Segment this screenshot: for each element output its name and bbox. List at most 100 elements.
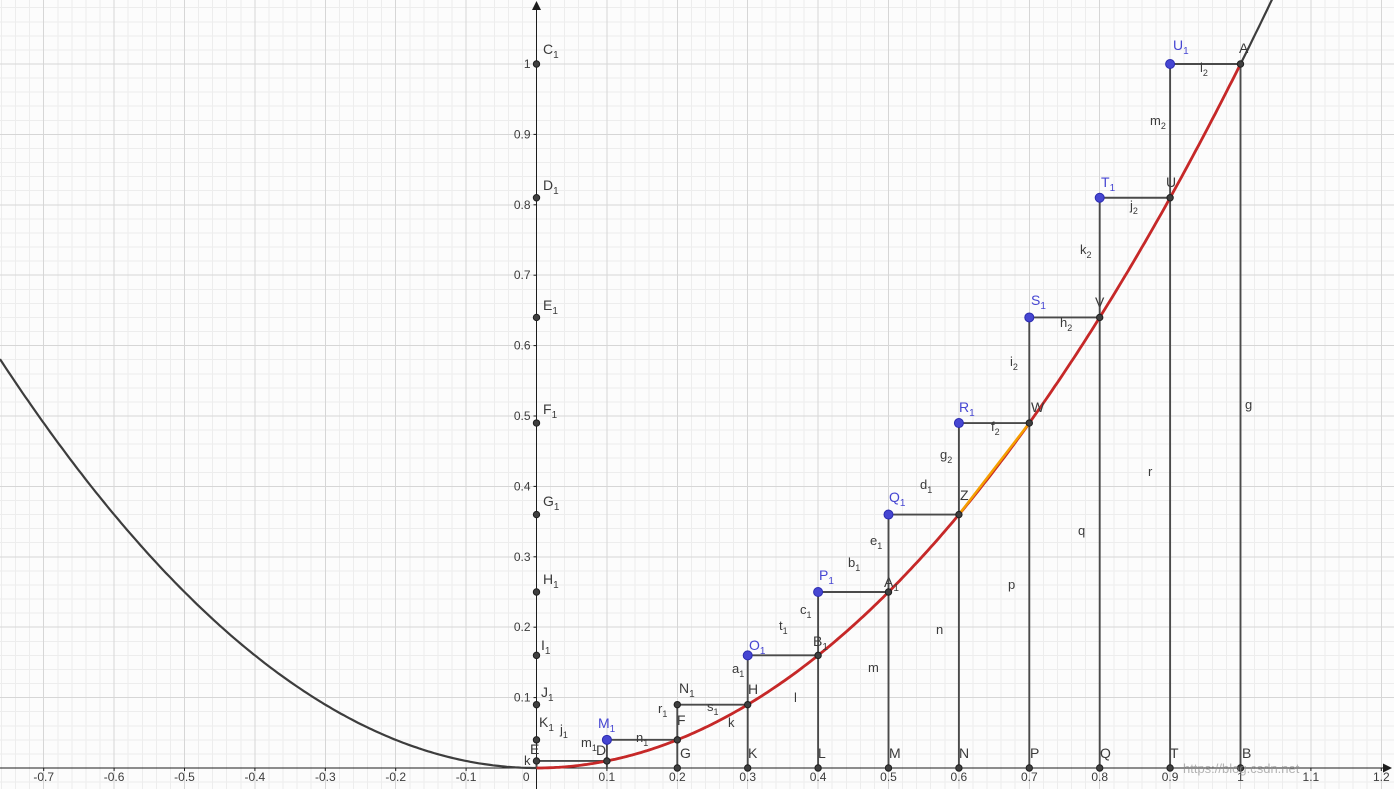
point-label-A1: A1 <box>884 574 899 594</box>
point-L[interactable] <box>814 764 822 772</box>
point-label-P1: P1 <box>819 567 834 587</box>
point-I1[interactable] <box>532 651 541 660</box>
point-B1[interactable] <box>814 651 822 660</box>
point-label-L: L <box>818 745 826 761</box>
point-D[interactable] <box>603 757 611 765</box>
point-N[interactable] <box>955 764 963 772</box>
point-Q1[interactable] <box>883 509 894 520</box>
point-C1[interactable] <box>532 60 541 68</box>
x-tick-label: 0.1 <box>599 770 616 784</box>
y-tick-label: 0.1 <box>514 691 531 705</box>
point-label-T: T <box>1170 745 1179 761</box>
point-F1[interactable] <box>532 419 541 427</box>
y-tick-label: 0.9 <box>514 127 531 141</box>
x-tick-label: -0.3 <box>315 770 336 784</box>
segment-label-n1: n1 <box>636 730 648 748</box>
point-M1[interactable] <box>601 734 612 745</box>
x-axis-arrow-icon <box>1383 763 1392 773</box>
point-J1[interactable] <box>532 700 541 709</box>
x-tick-label: 0.5 <box>880 770 897 784</box>
point-label-Q: Q <box>1100 745 1111 761</box>
point-label-M: M <box>889 745 901 761</box>
point-U[interactable] <box>1166 194 1174 202</box>
point-R1[interactable] <box>953 418 964 429</box>
point-E[interactable] <box>532 757 541 765</box>
point-Q[interactable] <box>1096 764 1104 772</box>
point-W[interactable] <box>1025 419 1034 427</box>
point-K1[interactable] <box>532 736 541 744</box>
point-T[interactable] <box>1166 764 1174 772</box>
segment-label-k: k <box>728 715 735 730</box>
point-label-H: H <box>748 681 758 697</box>
x-tick-label: 1.1 <box>1303 770 1320 784</box>
segment-label-g2: g2 <box>940 447 952 465</box>
segment-label-s1: s1 <box>707 699 719 717</box>
x-tick-label: -0.4 <box>245 770 266 784</box>
y-tick-label: 0.4 <box>514 479 531 493</box>
point-label-C1: C1 <box>543 41 559 61</box>
point-label-H1: H1 <box>543 571 559 591</box>
point-label-Q1: Q1 <box>889 489 906 509</box>
point-G1[interactable] <box>532 510 541 519</box>
curve-y-equals-x-squared[interactable] <box>0 0 1281 770</box>
y-tick-label: 0.8 <box>514 198 531 212</box>
y-tick-label: 0.6 <box>514 339 531 353</box>
point-D1[interactable] <box>532 194 541 202</box>
point-H1[interactable] <box>532 588 541 596</box>
y-axis-arrow-icon <box>532 1 541 10</box>
point-G[interactable] <box>673 764 681 772</box>
segment-label-p: p <box>1008 577 1015 592</box>
point-V[interactable] <box>1096 313 1104 322</box>
point-A[interactable] <box>1236 60 1245 68</box>
point-Z[interactable] <box>955 510 963 519</box>
point-label-A: A <box>1239 40 1249 56</box>
y-tick-label: 1 <box>524 57 531 71</box>
point-H[interactable] <box>744 700 752 709</box>
point-E1[interactable] <box>532 313 541 322</box>
segment-label-m2: m2 <box>1150 113 1166 131</box>
segment-label-k2: k2 <box>1080 242 1092 260</box>
point-label-B1: B1 <box>813 633 828 653</box>
point-label-O1: O1 <box>749 637 766 657</box>
segment-label-j2: j2 <box>1129 198 1138 216</box>
y-tick-label: 0.3 <box>514 550 531 564</box>
point-F[interactable] <box>673 736 681 744</box>
segment-label-c1: c1 <box>800 602 812 620</box>
point-label-V: V <box>1095 294 1105 310</box>
point-label-F1: F1 <box>543 401 558 421</box>
point-label-N: N <box>959 745 969 761</box>
point-B[interactable] <box>1236 764 1245 772</box>
point-A1[interactable] <box>884 588 893 596</box>
point-N1[interactable] <box>673 700 681 709</box>
segment-label-k: k <box>524 753 531 768</box>
secant-segment-Z-W[interactable] <box>957 422 1031 516</box>
point-label-R1: R1 <box>959 399 975 419</box>
segment-label-t1: t1 <box>779 618 788 636</box>
point-label-G1: G1 <box>543 493 560 513</box>
point-label-D: D <box>596 742 606 758</box>
segment-label-r: r <box>1148 464 1153 479</box>
x-tick-label: 0.9 <box>1162 770 1179 784</box>
point-S1[interactable] <box>1024 312 1035 323</box>
segment-label-n: n <box>936 622 943 637</box>
x-tick-label: -0.6 <box>104 770 125 784</box>
x-tick-label: -0.2 <box>385 770 406 784</box>
point-label-J1: J1 <box>541 684 554 704</box>
segment-label-m: m <box>868 660 879 675</box>
segment-label-f2: f2 <box>991 419 1000 437</box>
point-M[interactable] <box>884 764 893 772</box>
x-tick-label: 1.2 <box>1373 770 1390 784</box>
point-U1[interactable] <box>1165 59 1176 69</box>
segment-label-q: q <box>1078 523 1085 538</box>
segment-label-h2: h2 <box>1060 315 1072 333</box>
riemann-staircase[interactable] <box>535 63 1242 768</box>
point-O1[interactable] <box>742 650 753 661</box>
segment-label-l2: l2 <box>1200 60 1208 78</box>
point-P[interactable] <box>1025 764 1034 772</box>
point-T1[interactable] <box>1094 192 1105 203</box>
x-tick-label: -0.1 <box>456 770 477 784</box>
segment-label-a1: a1 <box>732 661 744 679</box>
point-P1[interactable] <box>813 587 824 597</box>
point-K[interactable] <box>744 764 752 772</box>
